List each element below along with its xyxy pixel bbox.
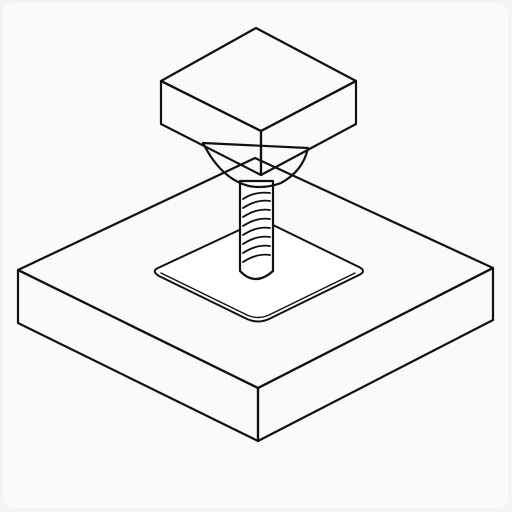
- base-plate: [16, 156, 495, 443]
- shank-body: [238, 179, 275, 281]
- recessed-hole-inner-lip: [160, 272, 356, 319]
- shank-threads: [242, 191, 271, 263]
- screw-head: [159, 26, 358, 189]
- threaded-shank: [238, 179, 275, 281]
- screw-head-top-face: [159, 26, 358, 133]
- screw-head-neck: [201, 141, 310, 189]
- image-canvas: [3, 3, 508, 508]
- base-plate-top-face: [16, 156, 495, 390]
- screw-plate-illustration: [3, 3, 508, 508]
